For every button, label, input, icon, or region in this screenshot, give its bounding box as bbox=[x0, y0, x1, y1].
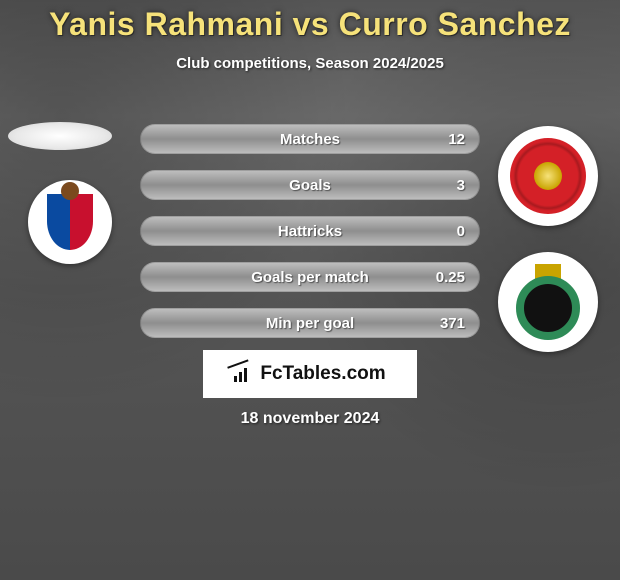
stat-value-right: 0.25 bbox=[436, 269, 465, 286]
stat-row: Min per goal 371 bbox=[140, 308, 480, 338]
burgos-crest-icon bbox=[512, 266, 584, 338]
date-label: 18 november 2024 bbox=[0, 410, 620, 428]
eibar-crest-icon bbox=[47, 194, 93, 250]
stat-row: Goals 3 bbox=[140, 170, 480, 200]
club-badge-right-1 bbox=[498, 126, 598, 226]
stat-value-right: 12 bbox=[448, 131, 465, 148]
stat-row: Goals per match 0.25 bbox=[140, 262, 480, 292]
stat-row: Matches 12 bbox=[140, 124, 480, 154]
fctables-chart-icon bbox=[234, 366, 254, 382]
belarus-crest-icon bbox=[510, 138, 586, 214]
stat-label: Goals bbox=[289, 177, 331, 194]
club-badge-right-2 bbox=[498, 252, 598, 352]
stat-label: Matches bbox=[280, 131, 340, 148]
brand-box: FcTables.com bbox=[203, 350, 417, 398]
stat-label: Goals per match bbox=[251, 269, 369, 286]
stat-value-right: 0 bbox=[457, 223, 465, 240]
stat-value-right: 371 bbox=[440, 315, 465, 332]
stats-list: Matches 12 Goals 3 Hattricks 0 Goals per… bbox=[140, 124, 480, 354]
club-badge-left bbox=[28, 180, 112, 264]
stat-label: Hattricks bbox=[278, 223, 342, 240]
subtitle: Club competitions, Season 2024/2025 bbox=[0, 55, 620, 72]
brand-text: FcTables.com bbox=[260, 363, 385, 385]
left-ellipse-placeholder bbox=[8, 122, 112, 150]
stat-value-right: 3 bbox=[457, 177, 465, 194]
stat-row: Hattricks 0 bbox=[140, 216, 480, 246]
stat-label: Min per goal bbox=[266, 315, 354, 332]
page-title: Yanis Rahmani vs Curro Sanchez bbox=[0, 0, 620, 43]
comparison-infographic: Yanis Rahmani vs Curro Sanchez Club comp… bbox=[0, 0, 620, 580]
